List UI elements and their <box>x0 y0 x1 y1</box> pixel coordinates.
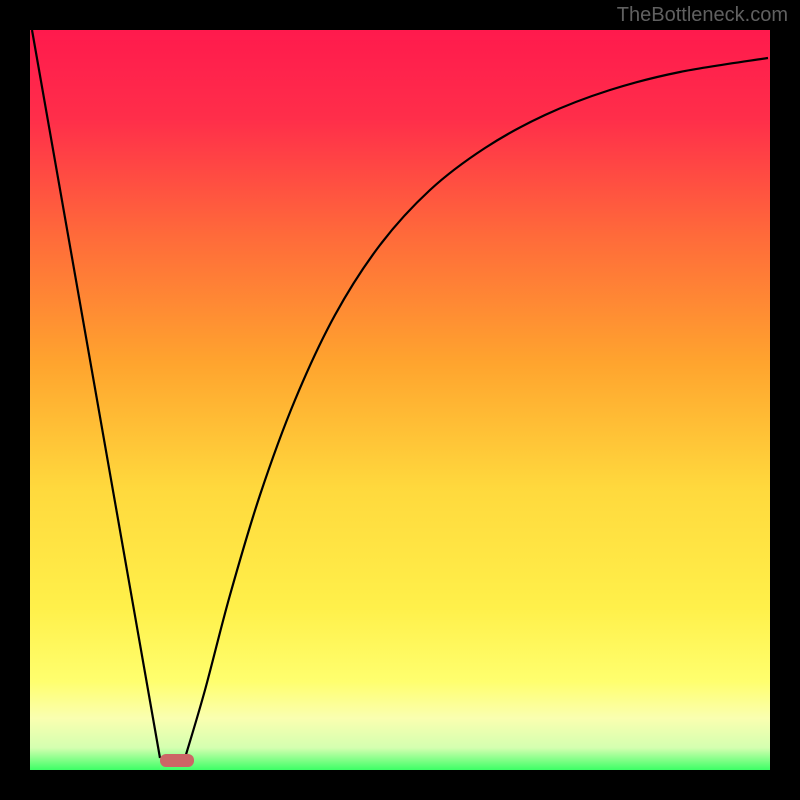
watermark-text: TheBottleneck.com <box>617 4 788 27</box>
plot-background <box>30 30 770 770</box>
bottleneck-chart <box>0 0 800 800</box>
optimal-marker <box>160 754 194 767</box>
chart-container: TheBottleneck.com <box>0 0 800 800</box>
